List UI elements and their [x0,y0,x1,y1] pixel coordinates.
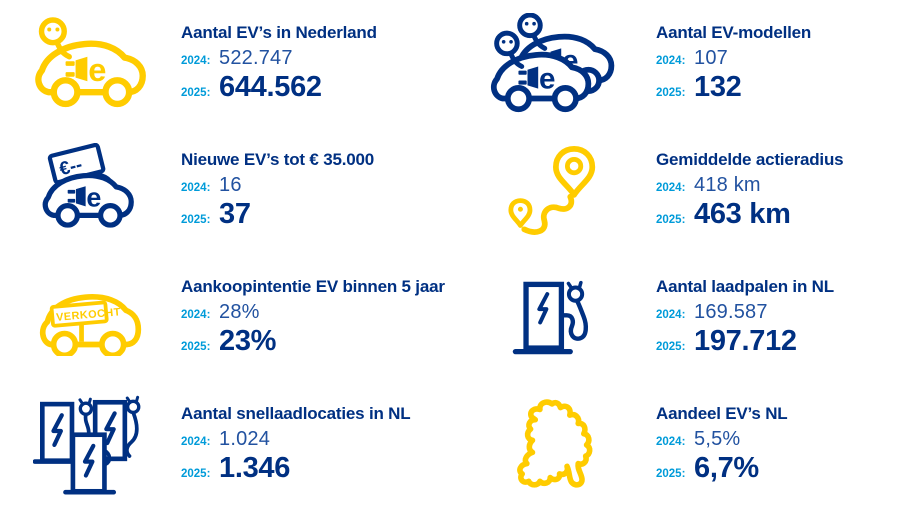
year-label: 2025: [181,214,211,227]
panel-snellaadlocaties: Aantal snellaadlocaties in NL 2024: 1.024… [0,381,450,507]
panel-title: Aankoopintentie EV binnen 5 jaar [181,277,445,297]
panel-nieuwe-evs-tot-35000: €-- Nieuwe EV’s tot € 35.000 2024: 16 202… [0,127,450,254]
year-label: 2024: [656,309,686,322]
panel-aandeel-evs: Aandeel EV’s NL 2024: 5,5% 2025: 6,7% [450,381,900,507]
panel-title: Aandeel EV’s NL [656,403,788,423]
year-label: 2024: [656,55,686,68]
sold-car-icon: VERKOCHT [39,293,141,356]
icon-box [450,397,656,491]
icon-box: €-- [0,142,181,239]
panel-title: Aantal EV-modellen [656,23,812,43]
value-2025: 644.562 [219,71,322,104]
year-label: 2024: [181,435,211,448]
year-label: 2024: [181,182,211,195]
icon-box [450,145,656,237]
year-label: 2025: [656,467,686,480]
panel-title: Aantal laadpalen in NL [656,277,834,297]
value-2024: 16 [219,174,242,197]
year-label: 2025: [181,87,211,100]
value-2025: 37 [219,198,251,231]
value-2025: 132 [694,71,742,104]
year-label: 2025: [656,87,686,100]
value-2024: 1.024 [219,427,271,450]
panel-title: Aantal snellaadlocaties in NL [181,403,411,423]
panel-laadpalen: Aantal laadpalen in NL 2024: 169.587 2025… [450,254,900,381]
ev-models-cars-icon [487,13,619,115]
year-label: 2024: [181,309,211,322]
year-label: 2025: [656,214,686,227]
verkocht-sign-text: VERKOCHT [55,306,121,324]
route-pins-icon [508,145,596,235]
icon-box: VERKOCHT [0,279,181,356]
icon-box [450,13,656,115]
panel-aantal-evs-nederland: Aantal EV’s in Nederland 2024: 522.747 20… [0,0,450,127]
panel-ev-modellen: Aantal EV-modellen 2024: 107 2025: 132 [450,0,900,127]
year-label: 2024: [656,435,686,448]
value-2025: 6,7% [694,451,759,484]
ev-car-icon [32,17,150,111]
value-2024: 28% [219,301,260,324]
panel-aankoopintentie: VERKOCHT Aankoopintentie EV binnen 5 jaa… [0,254,450,381]
panel-title: Nieuwe EV’s tot € 35.000 [181,150,374,170]
value-2024: 418 km [694,174,761,197]
icon-box [0,17,181,111]
value-2024: 5,5% [694,427,741,450]
icon-box [0,393,181,495]
fast-charging-stations-icon [32,395,140,495]
value-2025: 463 km [694,198,791,231]
year-label: 2025: [656,341,686,354]
year-label: 2024: [656,182,686,195]
value-2024: 169.587 [694,301,768,324]
year-label: 2025: [181,341,211,354]
value-2025: 197.712 [694,325,797,358]
panel-gemiddelde-actieradius: Gemiddelde actieradius 2024: 418 km 2025:… [450,127,900,254]
panel-title: Aantal EV’s in Nederland [181,23,377,43]
value-2024: 522.747 [219,47,293,70]
value-2025: 1.346 [219,451,291,484]
year-label: 2024: [181,55,211,68]
icon-box [450,278,656,358]
price-tag-car-icon: €-- [40,142,142,239]
netherlands-map-icon [517,399,593,488]
charging-station-icon [512,280,589,354]
year-label: 2025: [181,467,211,480]
panel-title: Gemiddelde actieradius [656,150,844,170]
value-2024: 107 [694,47,728,70]
value-2025: 23% [219,325,277,358]
